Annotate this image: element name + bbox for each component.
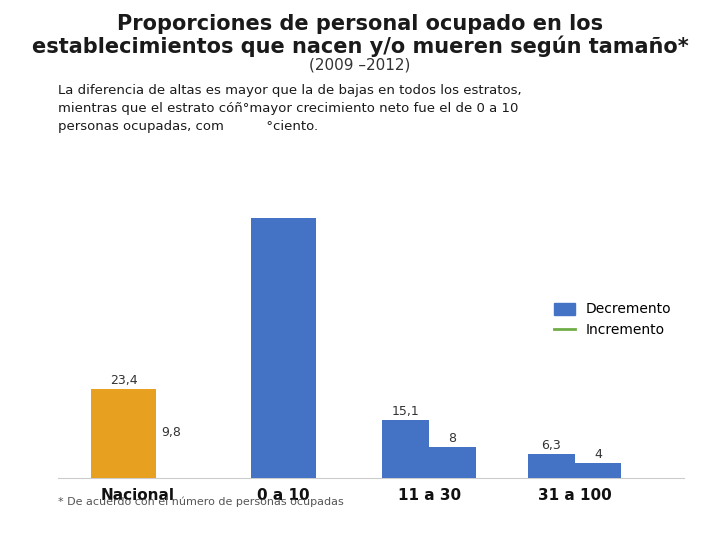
Text: establecimientos que nacen y/o mueren según tamaño*: establecimientos que nacen y/o mueren se…	[32, 35, 688, 57]
Text: (2009 –2012): (2009 –2012)	[310, 58, 410, 73]
Text: 23,4: 23,4	[110, 374, 138, 387]
Text: * De acuerdo con el número de personas ocupadas: * De acuerdo con el número de personas o…	[58, 497, 343, 507]
Bar	[528, 454, 575, 478]
Text: 9,8: 9,8	[161, 426, 181, 438]
Text: 4: 4	[594, 448, 602, 461]
Bar	[91, 388, 156, 478]
Bar	[251, 218, 316, 478]
Bar	[429, 447, 476, 478]
Text: 15,1: 15,1	[392, 406, 420, 419]
Text: Proporciones de personal ocupado en los: Proporciones de personal ocupado en los	[117, 14, 603, 33]
Text: La diferencia de altas es mayor que la de bajas en todos los estratos,
mientras : La diferencia de altas es mayor que la d…	[58, 84, 521, 133]
Legend: Decremento, Incremento: Decremento, Incremento	[549, 297, 677, 343]
Text: 6,3: 6,3	[541, 439, 562, 452]
Bar	[382, 420, 429, 478]
Text: 8: 8	[449, 433, 456, 446]
Bar	[575, 463, 621, 478]
